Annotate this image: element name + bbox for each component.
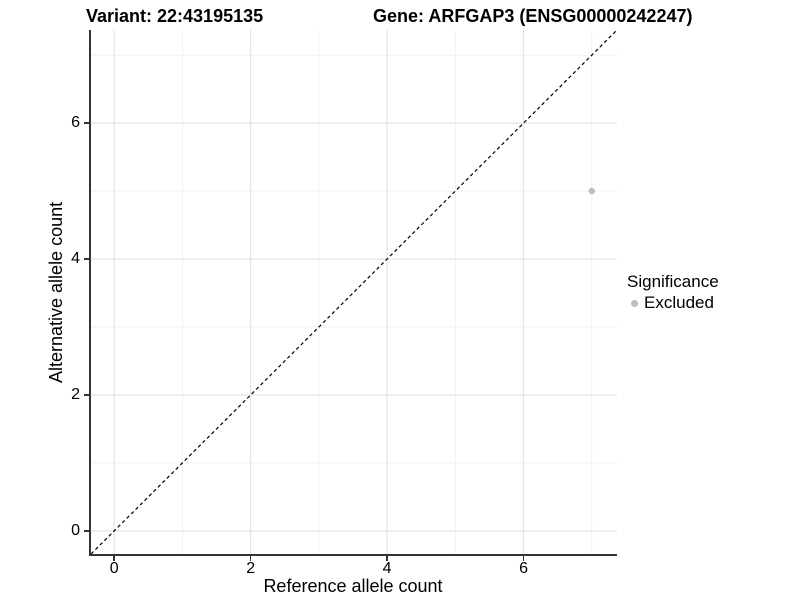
- y-axis-title: Alternative allele count: [46, 201, 66, 383]
- identity-reference-line: [91, 30, 617, 554]
- x-axis-tick: [249, 556, 252, 561]
- y-axis-tick: [84, 258, 89, 260]
- y-axis-tick: [84, 122, 89, 124]
- legend-title: Significance: [627, 272, 719, 291]
- x-axis-tick: [113, 556, 115, 561]
- gene-title: Gene: ARFGAP3 (ENSG00000242247): [373, 6, 693, 26]
- excluded-point-icon: [631, 299, 638, 307]
- y-tick-label: 2: [71, 385, 80, 403]
- y-axis-tick: [84, 530, 89, 532]
- legend-entry-label: Excluded: [644, 293, 714, 312]
- data-point-excluded: [588, 187, 595, 195]
- y-tick-label: 4: [71, 250, 80, 268]
- legend-entry-excluded: Excluded: [627, 293, 719, 313]
- x-axis-title: Reference allele count: [263, 576, 443, 596]
- x-axis-tick: [386, 556, 388, 561]
- x-tick-label: 4: [382, 560, 392, 577]
- x-axis-tick: [522, 556, 525, 561]
- legend: Significance Excluded: [627, 271, 719, 313]
- variant-title: Variant: 22:43195135: [86, 6, 264, 26]
- x-tick-label: 6: [519, 560, 528, 577]
- plot-panel: [89, 30, 617, 556]
- x-tick-label: 0: [109, 560, 119, 577]
- plot-canvas: [91, 30, 617, 554]
- x-tick-label: 2: [246, 560, 256, 577]
- y-tick-label: 6: [71, 114, 80, 132]
- y-axis-tick: [84, 394, 89, 396]
- y-tick-label: 0: [71, 521, 80, 539]
